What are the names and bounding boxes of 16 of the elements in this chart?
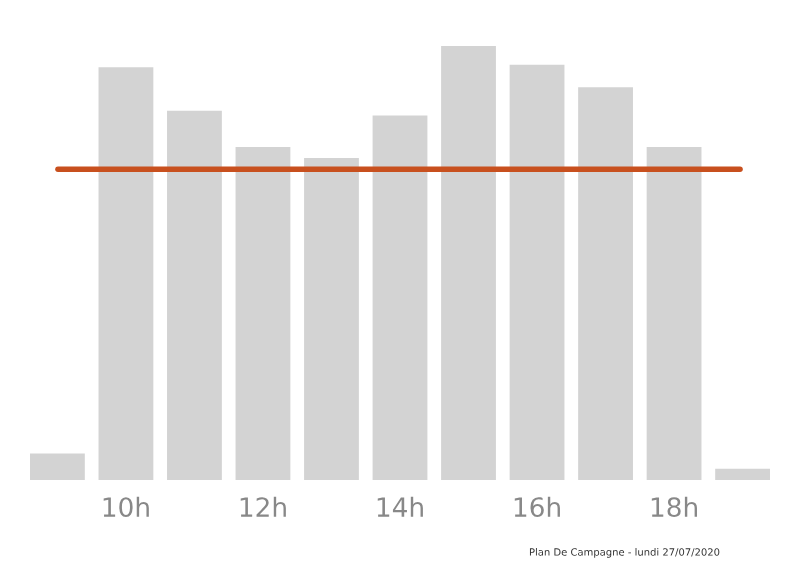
bar bbox=[30, 453, 85, 480]
x-tick-label: 18h bbox=[651, 496, 697, 518]
bar bbox=[235, 147, 291, 480]
bar bbox=[372, 115, 428, 480]
bar bbox=[167, 110, 222, 480]
bar bbox=[98, 67, 154, 480]
bar bbox=[509, 64, 565, 480]
bar bbox=[646, 147, 702, 480]
x-tick-label: 14h bbox=[377, 496, 423, 517]
x-tick-label: 16h bbox=[514, 496, 560, 518]
x-tick-label: 10h bbox=[103, 496, 149, 518]
bar bbox=[715, 468, 770, 480]
bar bbox=[578, 87, 633, 480]
bar bbox=[304, 157, 359, 480]
bar bbox=[441, 46, 496, 480]
x-tick-label: 12h bbox=[240, 496, 286, 517]
